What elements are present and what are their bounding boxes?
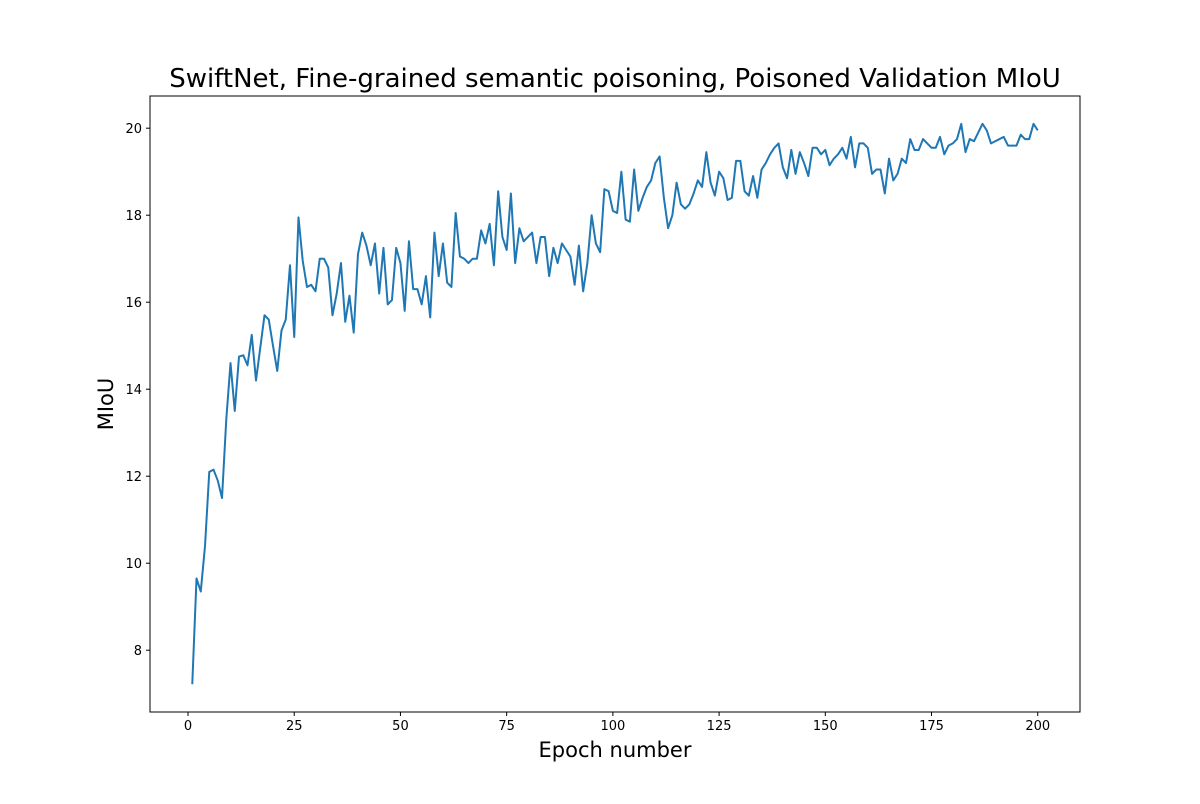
x-tick-label: 50 bbox=[392, 719, 409, 734]
x-axis-label: Epoch number bbox=[539, 738, 692, 762]
y-axis-label: MIoU bbox=[94, 378, 118, 431]
y-tick-label: 16 bbox=[125, 296, 142, 311]
x-tick-label: 125 bbox=[707, 719, 732, 734]
x-tick-label: 200 bbox=[1025, 719, 1050, 734]
y-tick-label: 20 bbox=[125, 122, 142, 137]
y-tick-label: 14 bbox=[125, 383, 142, 398]
x-tick-label: 25 bbox=[286, 719, 303, 734]
y-tick-label: 10 bbox=[125, 557, 142, 572]
x-tick-label: 100 bbox=[600, 719, 625, 734]
x-tick-label: 150 bbox=[813, 719, 838, 734]
y-tick-label: 18 bbox=[125, 209, 142, 224]
x-tick-label: 75 bbox=[498, 719, 515, 734]
chart-title: SwiftNet, Fine-grained semantic poisonin… bbox=[169, 64, 1061, 94]
y-tick-label: 12 bbox=[125, 470, 142, 485]
x-tick-label: 0 bbox=[184, 719, 192, 734]
y-tick-label: 8 bbox=[134, 644, 142, 659]
plot-frame bbox=[149, 95, 1081, 713]
data-line bbox=[191, 122, 1039, 685]
x-tick-label: 175 bbox=[919, 719, 944, 734]
